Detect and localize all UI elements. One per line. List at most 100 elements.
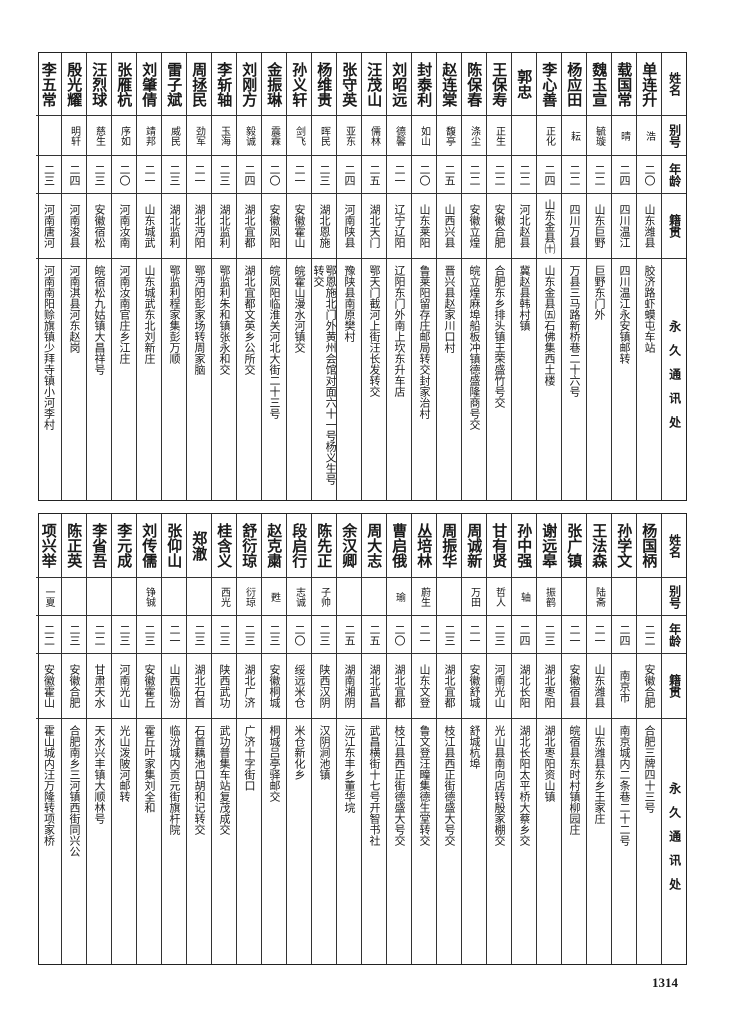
address-text: 天水兴丰镇大顺林号 xyxy=(93,725,107,824)
age-cell: 二三 xyxy=(312,616,336,654)
origin-text: 安徽舒城 xyxy=(468,664,482,708)
age-cell: 二二 xyxy=(637,616,661,654)
age-cell: 二二 xyxy=(462,156,486,194)
age-text: 二二 xyxy=(593,163,607,186)
name-text: 张守英 xyxy=(340,61,359,107)
address-text: 合肥南乡三河镇西街同兴公 xyxy=(68,725,82,857)
age-text: 二四 xyxy=(243,163,257,186)
origin-text: 安徽合肥 xyxy=(493,204,507,248)
address-cell: 米仓新化乡 xyxy=(287,719,311,964)
origin-cell: 陕西武功 xyxy=(212,654,236,719)
origin-cell: 四川温江 xyxy=(612,194,636,259)
origin-text: 绥远米仓 xyxy=(293,664,307,708)
address-cell: 山东金县㈤石佛集西土楼 xyxy=(537,259,561,500)
alias-text: 震霖 xyxy=(268,125,280,146)
address-text: 河南南阳赊旗镇少拜寺镇小河李村 xyxy=(42,265,56,430)
age-cell: 二三 xyxy=(537,616,561,654)
alias-text: 正化 xyxy=(543,125,555,146)
origin-text: 河南光山 xyxy=(118,664,132,708)
origin-cell: 安徽合肥 xyxy=(62,654,86,719)
address-cell: 鄂监利程家集彭万顺 xyxy=(162,259,186,500)
address-cell: 沅江东丰乡董华垸 xyxy=(337,719,361,964)
person-column: 李斩轴 玉海 二三 湖北监利 鄂监利朱和镇张永和交 xyxy=(211,53,236,500)
address-text: 山东潍县东乡王家庄 xyxy=(593,725,607,824)
address-text: 万县三马路新桥巷二十六号 xyxy=(568,265,582,397)
address-text: 巨野东门外 xyxy=(593,265,607,320)
name-text: 汪茂山 xyxy=(365,61,384,107)
age-text: 二五 xyxy=(368,623,382,646)
header-address-cell: 永久通讯处 xyxy=(662,719,686,964)
age-text: 二三 xyxy=(443,623,457,646)
alias-text: 哲人 xyxy=(493,586,505,607)
header-origin-cell: 籍贯 xyxy=(662,194,686,259)
age-cell: 二三 xyxy=(62,616,86,654)
alias-text: 正生 xyxy=(493,125,505,146)
age-text: 二〇 xyxy=(118,163,132,186)
age-cell: 二二 xyxy=(562,156,586,194)
origin-cell: 湖北沔阳 xyxy=(187,194,211,259)
origin-text: 湖北宜都 xyxy=(443,664,457,708)
address-cell: 霍山城内汪万隆转项家桥 xyxy=(36,719,61,964)
age-cell: 二一 xyxy=(162,616,186,654)
address-cell: 枝江县西正街德盛大号交 xyxy=(437,719,461,964)
age-cell: 二五 xyxy=(437,156,461,194)
alias-cell xyxy=(612,578,636,616)
name-text: 舒衍琼 xyxy=(240,523,259,568)
origin-cell: 辽宁辽阳 xyxy=(387,194,411,259)
person-column: 汪烈球 慈生 二三 安徽宿松 皖宿松九姑镇大昌祥号 xyxy=(86,53,111,500)
origin-cell: 山东巨野 xyxy=(587,194,611,259)
age-cell: 二一 xyxy=(412,616,436,654)
alias-text: 子帅 xyxy=(318,586,330,607)
alias-cell: 剑飞 xyxy=(287,116,311,156)
header-address-text: 永久通讯处 xyxy=(667,781,682,902)
person-column: 张仰山 二一 山西临汾 临汾城内贡元街旗杆院 xyxy=(161,514,186,964)
name-text: 周诚新 xyxy=(465,523,484,568)
origin-text: 湖北宜都 xyxy=(243,204,257,248)
age-text: 二三 xyxy=(268,623,282,646)
origin-cell: 安徽霍山 xyxy=(36,654,61,719)
origin-text: 河北赵县 xyxy=(518,204,532,248)
roster-table-bottom: 姓名 别号 年龄 籍贯 永久通讯处 杨国柄 二二 安徽合肥 合肥三牌四十三号 孙学文 二四 南京市 南京… xyxy=(36,513,687,965)
person-column: 载国常晴二四 四川温江 四川温江永安镇邮转 xyxy=(611,53,636,500)
address-text: 鲁文登汪疃集德生堂转交 xyxy=(418,725,432,846)
age-cell: 二三 xyxy=(237,616,261,654)
person-column: 雷子斌 威民 二三 湖北监利 鄂监利程家集彭万顺 xyxy=(161,53,186,500)
address-cell: 桐城吕亭驿邮交 xyxy=(262,719,286,964)
age-text: 二〇 xyxy=(418,163,432,186)
address-cell: 合肥三牌四十三号 xyxy=(637,719,661,964)
name-cell: 王法森 xyxy=(587,514,611,578)
address-cell: 山东潍县东乡王家庄 xyxy=(587,719,611,964)
name-text: 刘传儒 xyxy=(140,523,159,568)
name-text: 王保寿 xyxy=(490,61,509,107)
person-column: 孙义轩 剑飞 二一 安徽霍山 皖霍山漫水河镇交 xyxy=(286,53,311,500)
person-column: 殷光耀 明轩 二四 河南浚县 河南淇县河东赵岗 xyxy=(61,53,86,500)
age-cell: 二三 xyxy=(212,616,236,654)
age-text: 二三 xyxy=(218,623,232,646)
age-cell: 二四 xyxy=(512,616,536,654)
name-text: 孙义轩 xyxy=(290,61,309,107)
name-cell: 杨维贵 xyxy=(312,53,336,116)
alias-cell: 晖民 xyxy=(312,116,336,156)
name-cell: 张守英 xyxy=(337,53,361,116)
name-cell: 张仰山 xyxy=(162,514,186,578)
person-column: 王保寿 正生 二二 安徽合肥 合肥东乡排头镇王荣盛竹号交 xyxy=(486,53,511,500)
person-column: 刘昭远 德馨 二一 辽宁辽阳 辽阳东门外南上坎东升车店 xyxy=(386,53,411,500)
address-cell: 万县三马路新桥巷二十六号 xyxy=(562,259,586,500)
address-cell: 汉阴涧池镇 xyxy=(312,719,336,964)
address-text: 皖霍山漫水河镇交 xyxy=(293,265,307,353)
alias-text: 衍琼 xyxy=(243,586,255,607)
header-address-cell: 永久通讯处 xyxy=(662,259,686,500)
alias-text: 玉海 xyxy=(218,125,230,146)
address-text: 霍山城内汪万隆转项家桥 xyxy=(42,725,56,846)
alias-text: 甦 xyxy=(268,591,280,602)
name-cell: 周诚新 xyxy=(462,514,486,578)
roster-table-top: 姓名 别号 年龄 籍贯 永久通讯处 单连升浩二〇 山东潍县 胶济路虾蟆屯车站 载国常晴二四 四川温… xyxy=(36,52,687,501)
alias-cell xyxy=(187,578,211,616)
person-column: 刘肇倩 靖邦 二一 山东城武 山东城武东北刘新庄 xyxy=(136,53,161,500)
alias-cell: 振鹤 xyxy=(537,578,561,616)
person-column: 陈保春 涤尘 二二 安徽立煌 皖立煌麻埠船板冲镇德盛隆商号交 xyxy=(461,53,486,500)
age-cell: 二二 xyxy=(587,156,611,194)
person-column: 李元成 二三 河南光山 光山泼陂河邮转 xyxy=(111,514,136,964)
address-cell: 皖宿县东时村镇柳园庄 xyxy=(562,719,586,964)
name-cell: 陈先正 xyxy=(312,514,336,578)
